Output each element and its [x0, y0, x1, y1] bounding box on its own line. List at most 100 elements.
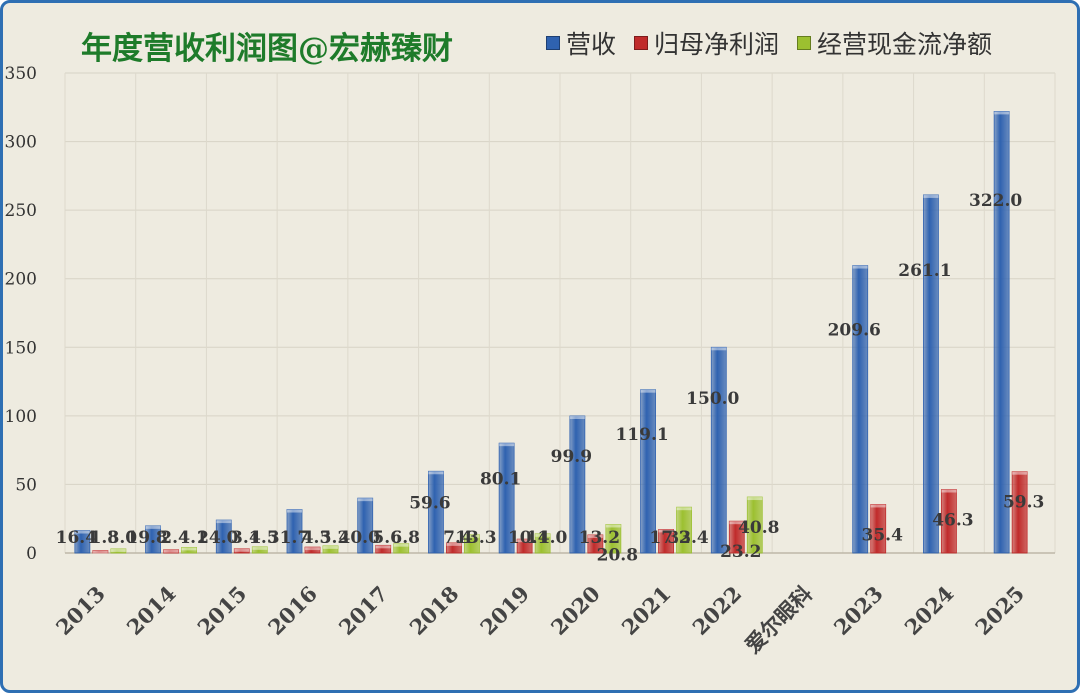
bar-top-highlight	[110, 548, 126, 552]
bar	[993, 111, 1010, 554]
data-label: 5.6	[372, 528, 402, 548]
data-label: 150.0	[686, 389, 739, 409]
bar	[516, 538, 533, 554]
bar-top-highlight	[569, 415, 585, 419]
bar-top-highlight	[517, 539, 533, 543]
bar	[746, 496, 763, 554]
bar-top-highlight	[428, 471, 444, 475]
bar-top-highlight	[234, 548, 250, 552]
bar-top-highlight	[941, 489, 957, 493]
data-label: 13.2	[579, 528, 620, 548]
bar	[534, 533, 551, 554]
data-label: 13.3	[455, 528, 496, 548]
bar	[322, 545, 339, 554]
bar-top-highlight	[923, 194, 939, 198]
bar	[215, 519, 232, 554]
bar-top-highlight	[1012, 471, 1028, 475]
bar-top-highlight	[305, 547, 320, 551]
data-label: 1.8	[90, 528, 120, 548]
bar	[163, 549, 179, 554]
data-label: 209.6	[828, 321, 881, 341]
y-tick-label: 0	[26, 544, 37, 564]
bar	[181, 546, 197, 554]
data-label: 10.1	[508, 528, 549, 548]
bar	[728, 520, 745, 554]
legend: 营收 归母净利润 经营现金流净额	[546, 25, 992, 61]
legend-label-revenue: 营收	[566, 30, 617, 59]
bar	[1011, 471, 1028, 554]
bar-top-highlight	[747, 497, 763, 501]
data-label: 59.6	[409, 493, 450, 513]
x-tick-label: 2017	[334, 581, 393, 640]
bar	[304, 546, 321, 554]
bar	[110, 548, 127, 554]
data-label: 99.9	[551, 447, 592, 467]
x-tick-label: 2020	[546, 581, 605, 640]
y-tick-label: 200	[5, 270, 37, 290]
x-tick-label: 2022	[687, 581, 746, 640]
x-tick-label: 2018	[404, 581, 463, 640]
bar-top-highlight	[870, 504, 886, 508]
data-label: 24.0	[197, 528, 239, 548]
bar-top-highlight	[729, 521, 745, 525]
bar-top-highlight	[181, 547, 197, 551]
data-label: 40.0	[339, 528, 381, 548]
bar-top-highlight	[163, 549, 179, 553]
data-label: 4.1	[178, 528, 208, 548]
data-label: 80.1	[480, 470, 521, 490]
x-tick-label: 爱尔眼科	[740, 581, 817, 658]
data-label: 6.8	[390, 528, 420, 548]
bar-top-highlight	[464, 534, 480, 538]
bar	[446, 542, 462, 554]
bar-top-highlight	[640, 389, 656, 393]
data-label: 16.4	[56, 528, 98, 548]
data-label: 7.4	[443, 528, 473, 548]
bar	[870, 504, 887, 554]
bar-top-highlight	[216, 520, 232, 524]
data-label: 20.8	[597, 545, 638, 565]
bar-top-highlight	[852, 265, 868, 269]
bar-top-highlight	[676, 507, 692, 511]
bar-top-highlight	[393, 543, 409, 547]
legend-swatch-net-profit	[634, 36, 649, 50]
data-label: 19.8	[126, 528, 167, 548]
bar-top-highlight	[446, 542, 462, 546]
data-label: 31.7	[268, 528, 309, 548]
bar	[286, 509, 303, 554]
bar-top-highlight	[499, 443, 515, 447]
legend-item-net-profit: 归母净利润	[634, 25, 779, 61]
bar	[852, 265, 869, 554]
data-label: 4.3	[302, 528, 332, 548]
y-tick-label: 250	[5, 201, 37, 221]
bar-top-highlight	[287, 509, 302, 513]
bar-top-highlight	[375, 545, 391, 549]
data-label: 35.4	[862, 525, 904, 545]
y-tick-label: 50	[15, 475, 37, 495]
bar-top-highlight	[92, 550, 108, 554]
bar	[357, 497, 374, 554]
bar	[145, 525, 161, 554]
bar	[375, 544, 392, 554]
x-tick-label: 2023	[829, 581, 888, 640]
bar	[587, 534, 604, 554]
x-tick-label: 2013	[51, 581, 110, 640]
bar	[233, 548, 250, 554]
y-tick-label: 100	[5, 407, 37, 427]
bar	[428, 470, 444, 554]
bar-top-highlight	[74, 530, 90, 534]
x-tick-label: 2015	[192, 581, 251, 640]
bar	[569, 415, 586, 554]
x-tick-label: 2019	[475, 581, 534, 640]
x-tick-label: 2016	[263, 581, 322, 640]
data-label: 4.5	[249, 528, 279, 548]
bar	[923, 194, 939, 554]
data-label: 33.4	[667, 528, 709, 548]
data-label: 2.4	[160, 528, 190, 548]
bar-top-highlight	[994, 111, 1010, 115]
legend-swatch-cash-flow	[797, 36, 812, 50]
legend-swatch-revenue	[546, 36, 560, 50]
bar	[658, 529, 674, 554]
y-tick-label: 350	[5, 64, 37, 84]
